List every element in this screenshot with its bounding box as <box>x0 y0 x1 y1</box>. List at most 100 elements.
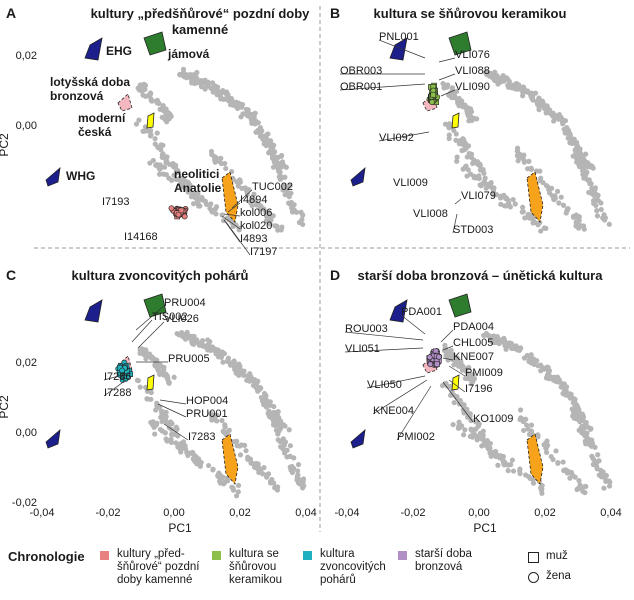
background-point <box>192 192 198 198</box>
cluster-label: lotyšská doba <box>50 75 130 89</box>
background-point <box>521 427 527 434</box>
background-point <box>602 475 608 481</box>
label-leader-line <box>137 321 165 349</box>
sample-label: OBR001 <box>340 81 382 93</box>
background-point <box>191 76 197 82</box>
label-leader-line <box>231 189 253 209</box>
background-point <box>243 112 250 118</box>
background-point <box>158 414 164 420</box>
background-point <box>520 209 526 215</box>
background-point <box>185 179 191 186</box>
background-point <box>153 407 159 413</box>
background-point <box>146 92 153 98</box>
label-leader-line <box>103 373 127 381</box>
background-point <box>476 162 482 168</box>
background-point <box>532 90 539 96</box>
background-point <box>600 469 606 475</box>
cluster-modern-czech <box>451 112 460 129</box>
cluster-ehg <box>84 299 103 323</box>
background-point <box>209 209 215 215</box>
y-tick-label: -0,02 <box>12 497 37 509</box>
background-point <box>524 88 531 94</box>
sample-point-male <box>430 91 437 98</box>
background-point <box>454 154 460 160</box>
background-point <box>544 449 550 456</box>
label-leader-line <box>159 399 187 405</box>
background-point <box>286 427 292 433</box>
label-leader-line <box>221 215 241 230</box>
background-point <box>595 452 601 458</box>
background-point <box>500 453 506 460</box>
x-tick-label: 0,00 <box>468 507 489 519</box>
background-point <box>576 477 582 484</box>
background-point <box>194 198 201 204</box>
background-point <box>512 201 518 207</box>
background-point <box>261 141 267 147</box>
background-point <box>461 432 467 438</box>
sample-label: I7288 <box>104 387 132 399</box>
background-point <box>521 159 527 165</box>
background-point <box>208 148 215 155</box>
background-point <box>528 422 535 428</box>
background-point <box>159 410 165 416</box>
background-point <box>154 161 160 168</box>
background-point <box>459 103 465 109</box>
sample-label: VLI092 <box>379 132 414 144</box>
background-point <box>177 441 183 448</box>
cluster-label: moderní <box>78 111 126 125</box>
background-point <box>159 154 165 160</box>
background-point <box>244 187 250 194</box>
sample-label: VLI079 <box>461 190 496 202</box>
background-point <box>578 163 585 169</box>
sample-label: kol006 <box>240 207 272 219</box>
background-point <box>461 366 467 372</box>
background-point <box>180 66 187 72</box>
sample-point-female <box>429 99 435 105</box>
background-point <box>190 201 197 207</box>
background-point <box>483 330 489 337</box>
label-leader-line <box>366 375 426 389</box>
background-point <box>558 194 564 200</box>
y-tick-label: 0,00 <box>16 427 37 439</box>
background-point <box>137 84 143 90</box>
background-point <box>606 483 613 489</box>
background-point <box>262 398 268 404</box>
background-point <box>139 346 145 352</box>
background-point <box>194 69 200 76</box>
sample-point-female <box>426 354 433 361</box>
background-point <box>474 437 480 443</box>
cluster-modern-czech <box>146 112 155 129</box>
background-point <box>231 358 237 364</box>
panel-title: kultury „předšňůrové“ pozdní doby <box>91 6 311 21</box>
label-leader-line <box>227 202 241 213</box>
background-point <box>444 84 450 90</box>
background-point <box>174 330 180 337</box>
background-point <box>598 206 604 213</box>
background-point <box>253 118 259 124</box>
sample-label: I7283 <box>188 431 216 443</box>
cluster-whg <box>45 429 61 449</box>
background-point <box>282 192 288 198</box>
label-leader-line <box>157 403 187 418</box>
background-point <box>261 465 267 471</box>
background-point <box>277 425 284 431</box>
background-point <box>507 204 513 210</box>
sample-label: I7193 <box>102 196 130 208</box>
background-point <box>210 466 216 472</box>
label-leader-line <box>396 385 432 441</box>
background-point <box>453 137 459 143</box>
sample-label: VLI050 <box>367 379 402 391</box>
background-point <box>543 110 549 116</box>
background-point <box>467 151 474 157</box>
background-point <box>600 215 606 221</box>
x-tick-label: -0,04 <box>29 507 54 519</box>
background-point <box>539 98 546 104</box>
background-point <box>548 374 554 380</box>
background-point <box>495 462 501 468</box>
background-point <box>247 378 253 384</box>
sample-label: VLI009 <box>393 177 428 189</box>
legend-label: starší doba bronzová <box>415 548 472 573</box>
background-point <box>166 161 173 167</box>
background-point <box>284 447 290 453</box>
background-point <box>163 171 169 178</box>
